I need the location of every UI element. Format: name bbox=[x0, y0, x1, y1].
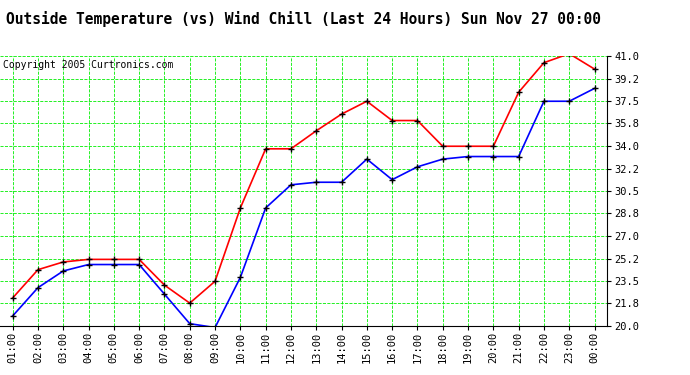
Text: Copyright 2005 Curtronics.com: Copyright 2005 Curtronics.com bbox=[3, 60, 173, 70]
Text: Outside Temperature (vs) Wind Chill (Last 24 Hours) Sun Nov 27 00:00: Outside Temperature (vs) Wind Chill (Las… bbox=[6, 11, 601, 27]
